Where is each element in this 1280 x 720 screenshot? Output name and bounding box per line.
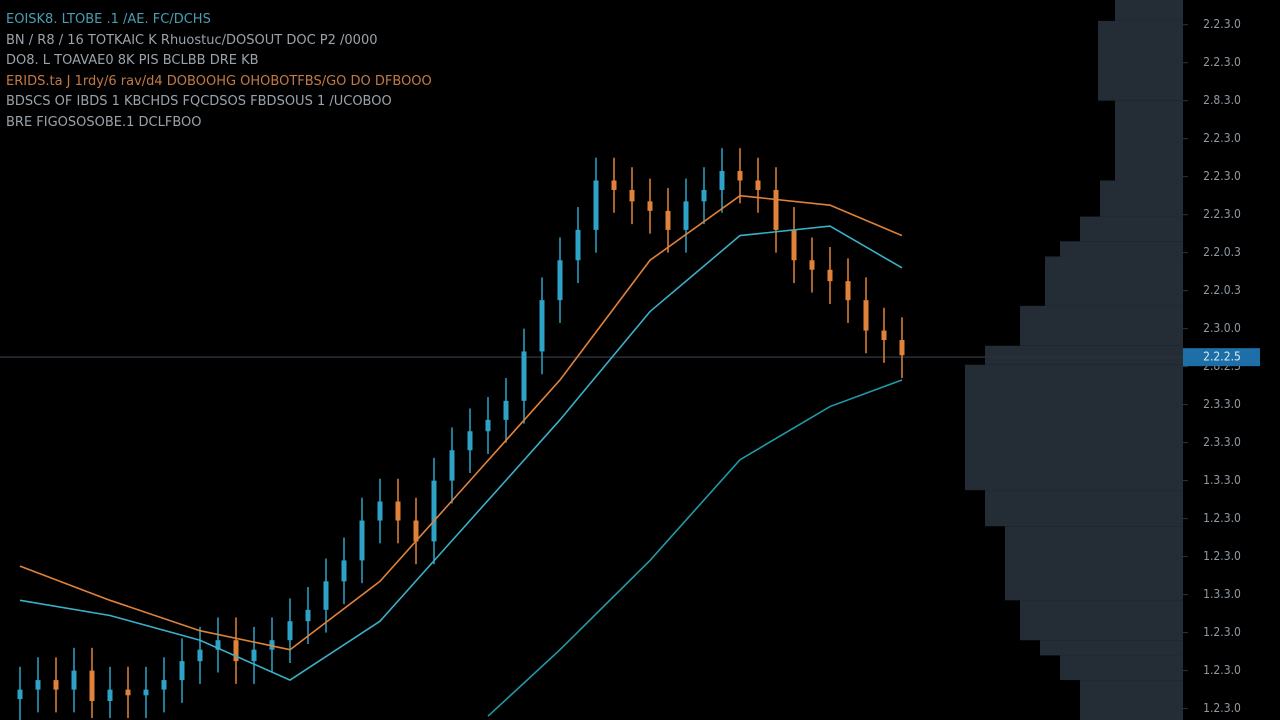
candle-body (71, 670, 77, 690)
y-tick-label: 2.2.0.3 (1203, 245, 1241, 259)
candle-body (233, 640, 239, 662)
indicator-text: ERIDS.ta J 1rdy/6 rav/d4 DOBOOHG OHOBOTF… (6, 73, 432, 89)
candle-body (35, 680, 41, 690)
moving-average (19, 194, 903, 651)
y-tick-label: 1.2.3.0 (1203, 511, 1241, 525)
y-tick-label: 1.2.3.0 (1203, 663, 1241, 677)
candle-body (701, 189, 707, 202)
candle-body (17, 689, 23, 700)
candle-body (323, 581, 329, 610)
candle-body (287, 621, 293, 641)
y-tick-label: 1.3.3.0 (1203, 587, 1241, 601)
candle-body (557, 260, 563, 301)
candle-body (125, 689, 131, 696)
candle-body (305, 609, 311, 622)
indicator-text: EOISK8. LTOBE .1 /AE. FC/DCHS (6, 12, 211, 27)
candle-body (539, 300, 545, 352)
candle-body (449, 450, 455, 481)
candle-body (269, 640, 275, 650)
indicator-text: BDSCS OF IBDS 1 KBCHDS FQCDSOS FBDSOUS 1… (6, 94, 392, 109)
candle-body (809, 260, 815, 270)
candle-body (791, 229, 797, 261)
volume-profile-bar (985, 345, 1183, 365)
candle-body (89, 670, 95, 702)
indicator-legend: EOISK8. LTOBE .1 /AE. FC/DCHS BN / R8 / 1… (6, 12, 432, 141)
volume-profile-bar (965, 364, 1183, 491)
volume-profile-bar (1045, 256, 1183, 306)
candle-body (143, 689, 149, 696)
candle-body (683, 201, 689, 230)
candle-body (431, 480, 437, 542)
y-tick-label: 2.3.0.0 (1203, 321, 1241, 335)
volume-profile-bar (1115, 0, 1183, 21)
candle-body (827, 269, 833, 282)
volume-profile-bar (1098, 20, 1183, 101)
candle-body (395, 501, 401, 521)
y-tick-label: 2.3.3.0 (1203, 397, 1241, 411)
y-tick-label: 2.2.3.0 (1203, 207, 1241, 221)
y-tick-label: 2.2.0.3 (1203, 283, 1241, 297)
volume-profile-bar (1060, 241, 1183, 257)
moving-average (19, 225, 903, 682)
candle-body (611, 180, 617, 190)
volume-profile-bar (1005, 526, 1183, 601)
candle-body (863, 300, 869, 331)
candle-body (575, 229, 581, 261)
indicator-text: BN / R8 / 16 TOTKAIC K Rhuostuc/DOSOUT D… (6, 32, 378, 48)
volume-profile-bar (1080, 680, 1183, 720)
y-tick-label: 2.2.3.0 (1203, 169, 1241, 183)
candle-body (647, 201, 653, 211)
candle-body (503, 400, 509, 420)
candle-body (719, 170, 725, 190)
candle-body (359, 520, 365, 561)
candle-body (593, 180, 599, 230)
y-tick-label: 2.2.3.0 (1203, 17, 1241, 31)
moving-average (487, 379, 903, 717)
candle-body (179, 661, 185, 681)
volume-profile-bar (985, 490, 1183, 527)
candle-body (773, 189, 779, 230)
volume-profile-bar (1080, 216, 1183, 242)
indicator-text: DO8. L TOAVAE0 8K PIS BCLBB DRE KB (6, 53, 259, 68)
y-tick-label: 2.3.3.0 (1203, 435, 1241, 449)
last-price-tag (1183, 348, 1260, 367)
candle-body (377, 501, 383, 521)
volume-profile-bar (1115, 100, 1183, 181)
candle-body (53, 680, 59, 690)
candle-body (251, 649, 257, 662)
last-price-label: 2.2.2.5 (1203, 350, 1241, 364)
volume-profile-bar (1040, 640, 1183, 656)
y-tick-label: 2.8.3.0 (1203, 93, 1241, 107)
candle-body (737, 170, 743, 181)
candle-body (413, 520, 419, 542)
candle-body (899, 340, 905, 356)
y-tick-label: 1.3.3.0 (1203, 473, 1241, 487)
candle-body (215, 640, 221, 650)
y-tick-label: 1.2.3.0 (1203, 625, 1241, 639)
candle-body (845, 281, 851, 301)
candle-body (161, 680, 167, 690)
candle-body (341, 560, 347, 582)
volume-profile-bar (1020, 305, 1183, 346)
volume-profile-bar (1060, 655, 1183, 681)
y-tick-label: 2.2.3.0 (1203, 55, 1241, 69)
candle-body (521, 351, 527, 401)
volume-profile-bar (1020, 600, 1183, 641)
candle-body (107, 689, 113, 702)
candle-body (881, 330, 887, 341)
candle-body (665, 210, 671, 230)
indicator-text: BRE FIGOSOSOBE.1 DCLFBOO (6, 114, 202, 130)
y-tick-label: 1.2.3.0 (1203, 701, 1241, 715)
candle-body (485, 419, 491, 432)
y-tick-label: 1.2.3.0 (1203, 549, 1241, 563)
candle-body (629, 189, 635, 202)
candle-body (755, 180, 761, 190)
candle-body (197, 649, 203, 662)
y-tick-label: 2.2.3.0 (1203, 131, 1241, 145)
candle-body (467, 431, 473, 451)
volume-profile-bar (1100, 180, 1183, 217)
